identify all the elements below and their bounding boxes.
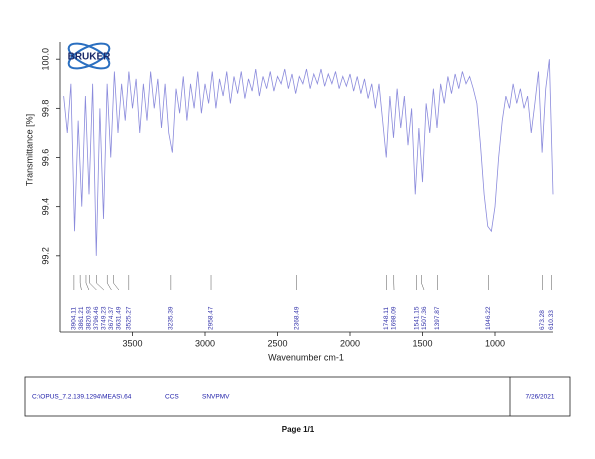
y-tick-label: 99.6 [40, 149, 50, 167]
peak-label: 673.28 [539, 310, 546, 330]
x-tick-label: 2000 [340, 338, 360, 348]
footer-code: CCS [165, 394, 179, 401]
logo: BRUKER [67, 42, 112, 70]
peak-label: 3674.37 [108, 306, 115, 330]
footer-date: 7/26/2021 [526, 394, 555, 401]
peak-label: 1397.87 [434, 306, 441, 330]
peak-marker [79, 275, 82, 291]
peak-label: 1541.15 [413, 306, 420, 330]
x-tick-label: 3000 [195, 338, 215, 348]
peak-label: 1507.36 [421, 306, 428, 330]
y-tick-label: 99.2 [40, 247, 50, 265]
peak-label: 3820.93 [86, 306, 93, 330]
peak-marker [89, 275, 97, 291]
peak-label: 3861.21 [78, 306, 85, 330]
peak-label: 3235.39 [168, 306, 175, 330]
x-axis-label: Wavenumber cm-1 [268, 352, 344, 362]
peak-marker [113, 275, 120, 291]
logo-text: BRUKER [68, 52, 112, 63]
x-tick-label: 3500 [122, 338, 142, 348]
logo-ring [67, 42, 111, 70]
footer-path: C:\OPUS_7.2.139.1294\MEAS\.64 [32, 394, 132, 401]
peak-label: 2368.49 [293, 306, 300, 330]
y-tick-label: 100.0 [40, 48, 50, 71]
spectrum-line [63, 59, 554, 256]
peak-label: 1698.09 [391, 306, 398, 330]
y-axis-label: Transmittance [%] [24, 114, 34, 186]
footer-sample: SNVPMV [202, 394, 230, 401]
x-tick-label: 1500 [412, 338, 432, 348]
peak-label: 3749.23 [101, 306, 108, 330]
peak-label: 610.33 [548, 310, 555, 330]
peak-label: 3525.27 [126, 306, 133, 330]
y-tick-label: 99.4 [40, 198, 50, 216]
footer-box [24, 376, 571, 417]
x-tick-label: 1000 [485, 338, 505, 348]
page-number: Page 1/1 [282, 425, 315, 434]
peak-label: 3796.46 [93, 306, 100, 330]
peak-label: 2958.47 [208, 306, 215, 330]
y-tick-label: 99.8 [40, 100, 50, 118]
peak-marker [85, 275, 90, 291]
logo-ring [67, 42, 111, 70]
peak-label: 3631.49 [116, 306, 123, 330]
peak-label: 1046.22 [485, 306, 492, 330]
x-tick-label: 2500 [267, 338, 287, 348]
peak-marker [106, 275, 112, 291]
peak-label: 1748.11 [383, 307, 390, 330]
peak-label: 3904.11 [71, 307, 78, 330]
peak-marker [96, 275, 105, 291]
peak-marker [421, 275, 425, 291]
